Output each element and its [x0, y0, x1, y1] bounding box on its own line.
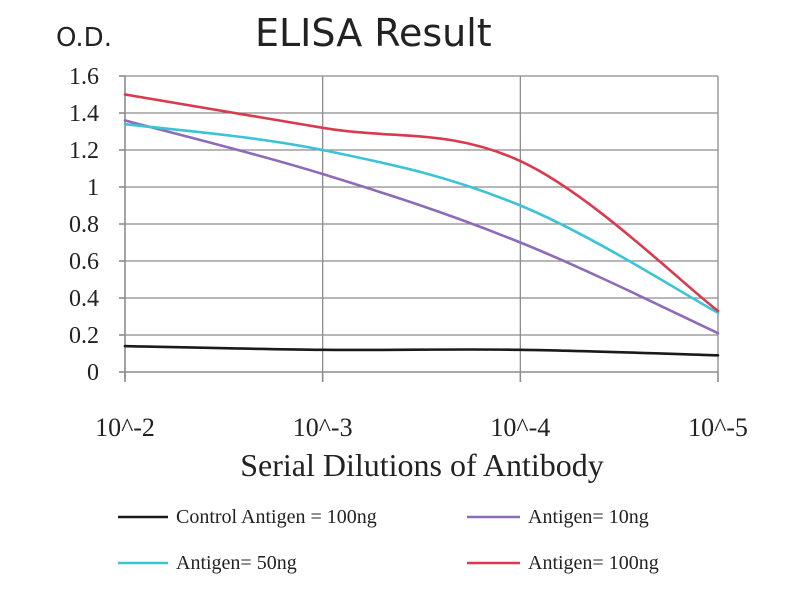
- y-tick-label: 1.2: [69, 138, 99, 164]
- legend-label: Antigen= 50ng: [176, 552, 297, 574]
- x-tick-label: 10^-5: [688, 413, 748, 442]
- series-line: [123, 119, 720, 335]
- series-line: [123, 93, 720, 313]
- y-tick-label: 0.6: [69, 249, 99, 275]
- x-axis-label: Serial Dilutions of Antibody: [240, 447, 604, 483]
- legend-label: Antigen= 10ng: [528, 506, 649, 528]
- y-tick-label: 1.6: [69, 64, 99, 90]
- legend: Control Antigen = 100ng Antigen= 10ng Anti…: [118, 506, 659, 574]
- y-tick-label: 1.4: [69, 101, 99, 127]
- chart-title: ELISA Result: [255, 11, 492, 55]
- legend-label: Control Antigen = 100ng: [176, 506, 377, 528]
- grid: [125, 75, 719, 372]
- y-tick-label: 0.4: [69, 286, 99, 312]
- x-tick-label: 10^-3: [293, 413, 353, 442]
- y-tick-labels: 0 0.2 0.4 0.6 0.8 1 1.2 1.4 1.6: [69, 64, 99, 386]
- y-tick-label: 1: [87, 175, 99, 201]
- series-lines: [123, 93, 720, 357]
- series-line: [123, 122, 720, 315]
- series-line: [123, 344, 720, 357]
- x-tick-label: 10^-2: [95, 413, 155, 442]
- y-tick-label: 0: [87, 360, 99, 386]
- y-axis-label: O.D.: [56, 23, 112, 53]
- x-tick-labels: 10^-2 10^-3 10^-4 10^-5: [95, 413, 748, 442]
- axes: [119, 75, 719, 382]
- y-tick-label: 0.2: [69, 323, 99, 349]
- legend-label: Antigen= 100ng: [528, 552, 659, 574]
- x-tick-label: 10^-4: [490, 413, 550, 442]
- y-tick-label: 0.8: [69, 212, 99, 238]
